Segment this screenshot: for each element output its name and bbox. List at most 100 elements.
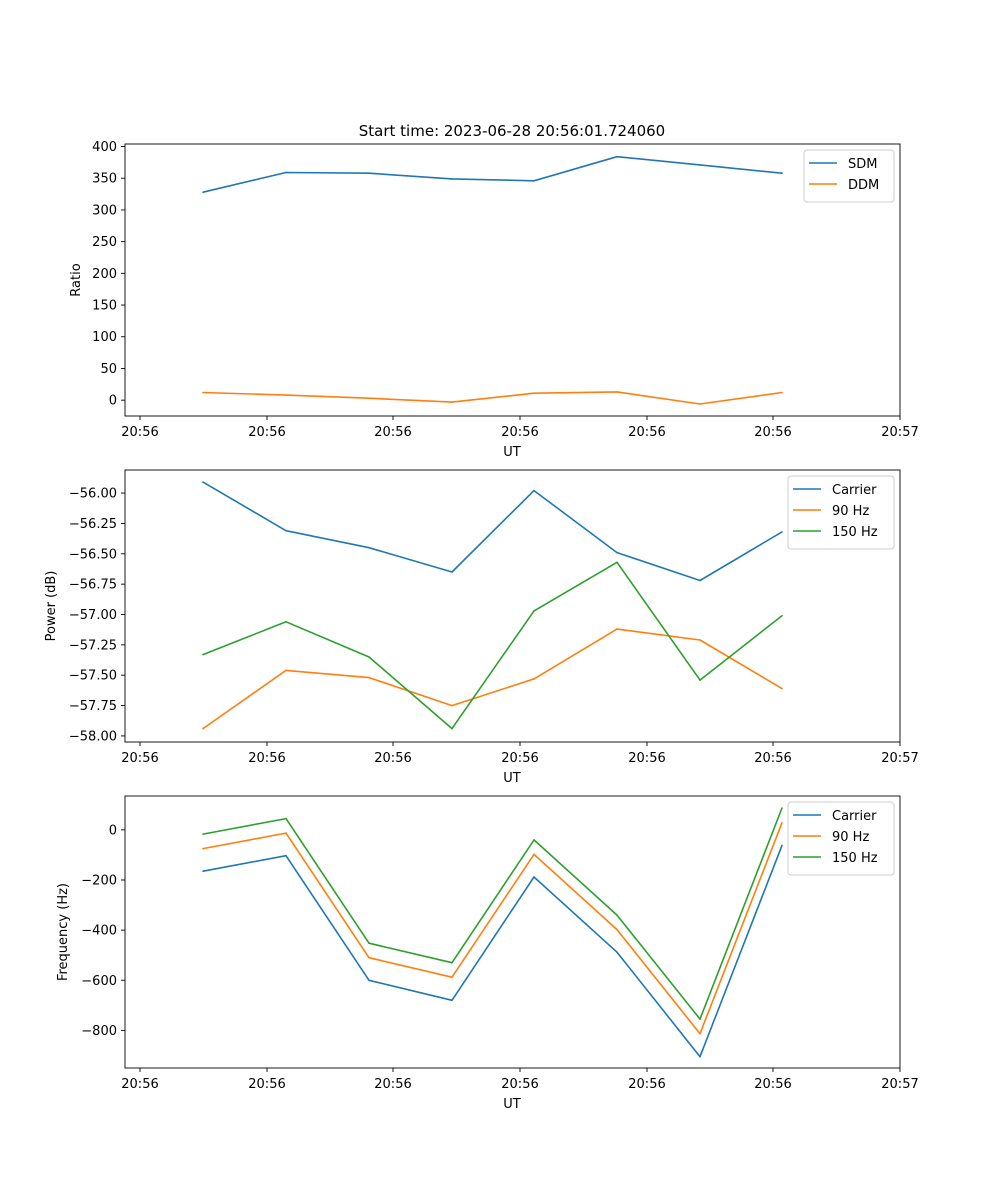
data-point <box>285 394 287 396</box>
y-tick-label: −56.75 <box>69 578 117 593</box>
data-point <box>699 164 701 166</box>
y-tick-label: 100 <box>92 330 117 345</box>
y-tick-label: −58.00 <box>69 729 117 744</box>
data-point <box>368 956 370 959</box>
data-point <box>699 1055 701 1058</box>
legend-label: 90 Hz <box>832 504 869 519</box>
data-point <box>533 853 535 856</box>
data-point <box>285 817 287 820</box>
x-tick-label: 20:56 <box>121 1077 158 1092</box>
y-tick-label: 250 <box>92 235 117 250</box>
x-tick-label: 20:56 <box>121 751 158 766</box>
subplot-3: 20:56 20:56 20:56 20:56 20:56 20:56 20:57 −800 −… <box>56 795 919 1112</box>
data-point <box>616 914 618 916</box>
x-axis-label: UT <box>503 445 521 460</box>
series-line-90-hz <box>202 628 783 730</box>
x-tick-label: 20:56 <box>754 751 791 766</box>
data-point <box>368 676 370 679</box>
y-tick-label: 350 <box>92 172 117 187</box>
legend-label: Carrier <box>832 809 877 824</box>
y-tick-label: 0 <box>109 823 117 838</box>
y-tick-label: −200 <box>81 873 117 888</box>
data-point <box>451 999 453 1002</box>
data-point <box>699 639 701 641</box>
y-tick-label: 0 <box>109 394 117 409</box>
data-point <box>202 833 204 835</box>
data-point <box>285 854 287 857</box>
data-point <box>616 391 618 393</box>
axes-frame <box>124 143 901 417</box>
x-tick-label: 20:56 <box>248 751 285 766</box>
legend: SDM DDM <box>803 149 895 203</box>
data-point <box>533 180 535 182</box>
data-point <box>451 178 453 180</box>
data-point <box>533 876 535 878</box>
y-tick-label: −56.00 <box>69 487 117 502</box>
data-point <box>533 839 535 841</box>
series-line-150-hz <box>202 561 783 730</box>
figure-title: Start time: 2023-06-28 20:56:01.724060 <box>359 122 665 140</box>
data-point <box>781 844 783 847</box>
y-axis-label: Power (dB) <box>44 571 59 642</box>
legend-label: 150 Hz <box>832 851 878 866</box>
x-tick-label: 20:56 <box>374 1077 411 1092</box>
data-point <box>202 727 204 730</box>
y-tick-label: −56.25 <box>69 517 117 532</box>
data-point <box>202 391 204 394</box>
x-tick-label: 20:56 <box>374 425 411 440</box>
data-point <box>285 171 287 174</box>
series-line-ddm <box>202 391 783 405</box>
x-axis-label: UT <box>503 1097 521 1112</box>
data-point <box>368 546 370 549</box>
x-tick-label: 20:56 <box>248 425 285 440</box>
data-point <box>368 979 370 982</box>
axes-frame <box>124 795 901 1069</box>
data-point <box>202 653 204 656</box>
x-tick-label: 20:56 <box>501 1077 538 1092</box>
y-tick-label: −57.00 <box>69 608 117 623</box>
y-tick-label: −400 <box>81 924 117 939</box>
x-tick-label: 20:56 <box>501 751 538 766</box>
series-line-sdm <box>202 155 783 193</box>
data-point <box>285 669 287 672</box>
subplot-1: 20:56 20:56 20:56 20:56 20:56 20:56 20:57 0 50 10… <box>69 140 919 460</box>
data-point <box>368 397 370 400</box>
series-line-carrier <box>202 845 783 1058</box>
data-point <box>368 172 370 174</box>
y-tick-label: 50 <box>100 362 117 377</box>
data-point <box>699 1032 701 1035</box>
data-point <box>781 172 783 174</box>
y-tick-label: −56.50 <box>69 547 117 562</box>
y-tick-label: −57.75 <box>69 699 117 714</box>
data-point <box>533 489 535 492</box>
data-point <box>533 678 535 680</box>
data-point <box>781 531 783 533</box>
data-point <box>368 942 370 944</box>
legend-label: SDM <box>848 157 877 172</box>
data-point <box>202 191 204 193</box>
axes-frame <box>124 469 901 743</box>
x-tick-label: 20:56 <box>121 425 158 440</box>
y-tick-label: 300 <box>92 203 117 218</box>
y-tick-label: −600 <box>81 974 117 989</box>
data-point <box>781 822 783 824</box>
x-tick-label: 20:56 <box>248 1077 285 1092</box>
data-point <box>699 1018 701 1020</box>
subplot-2: 20:56 20:56 20:56 20:56 20:56 20:56 20:57 −58.0… <box>44 469 919 786</box>
y-tick-label: 150 <box>92 299 117 314</box>
data-point <box>368 656 370 658</box>
data-point <box>616 628 618 630</box>
data-point <box>699 679 701 681</box>
data-point <box>451 571 453 573</box>
y-axis-label: Ratio <box>69 263 84 296</box>
data-point <box>533 392 535 395</box>
data-point <box>451 401 453 403</box>
data-point <box>202 847 204 850</box>
x-tick-label: 20:57 <box>881 751 918 766</box>
data-point <box>699 579 701 582</box>
legend: Carrier 90 Hz 150 Hz <box>787 801 895 876</box>
data-point <box>202 870 204 872</box>
data-point <box>202 481 204 483</box>
data-point <box>781 391 783 394</box>
